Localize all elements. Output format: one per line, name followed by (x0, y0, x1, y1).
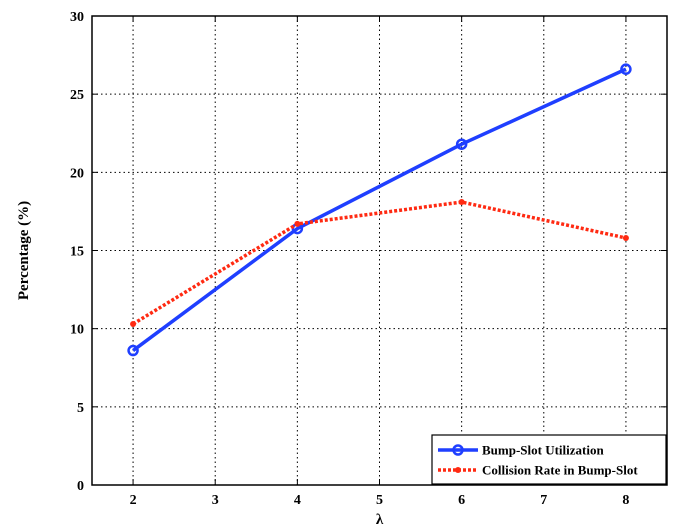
x-tick-label: 2 (130, 493, 137, 508)
axis-ticks: 2 3 4 5 6 7 8 0 5 10 15 20 25 30 (70, 10, 667, 508)
legend: Bump-Slot Utilization Collision Rate in B… (431, 434, 667, 485)
series-layer (127, 63, 632, 357)
legend-label-1: Bump-Slot Utilization (482, 443, 604, 458)
series-2-point (130, 320, 137, 327)
y-tick-label: 0 (77, 479, 84, 494)
grid (92, 15, 667, 486)
y-tick-label: 10 (70, 323, 84, 338)
legend-marker-2 (455, 467, 461, 473)
y-tick-label: 5 (77, 401, 84, 416)
legend-marker-1 (452, 444, 464, 456)
x-tick-label: 6 (458, 493, 465, 508)
legend-box (431, 434, 667, 485)
x-tick-label: 4 (294, 493, 301, 508)
y-axis-label: Percentage (%) (16, 201, 32, 300)
x-tick-label: 8 (622, 493, 629, 508)
x-axis-label: λ (376, 512, 384, 528)
y-tick-label: 30 (70, 10, 84, 25)
legend-label-2: Collision Rate in Bump-Slot (482, 463, 638, 478)
series-2-point (294, 220, 301, 227)
series-2-point (458, 199, 465, 206)
series-1-point (620, 63, 632, 75)
series-line-1 (132, 67, 627, 352)
series-1-point (455, 138, 468, 150)
x-tick-label: 3 (212, 493, 219, 508)
x-tick-label: 7 (540, 493, 547, 508)
series-1-point (127, 344, 139, 357)
series-line-2 (132, 200, 627, 326)
y-tick-label: 20 (70, 166, 84, 181)
y-tick-label: 15 (70, 245, 84, 260)
y-tick-label: 25 (70, 88, 84, 103)
x-tick-label: 5 (376, 493, 383, 508)
series-2-point (622, 234, 629, 241)
